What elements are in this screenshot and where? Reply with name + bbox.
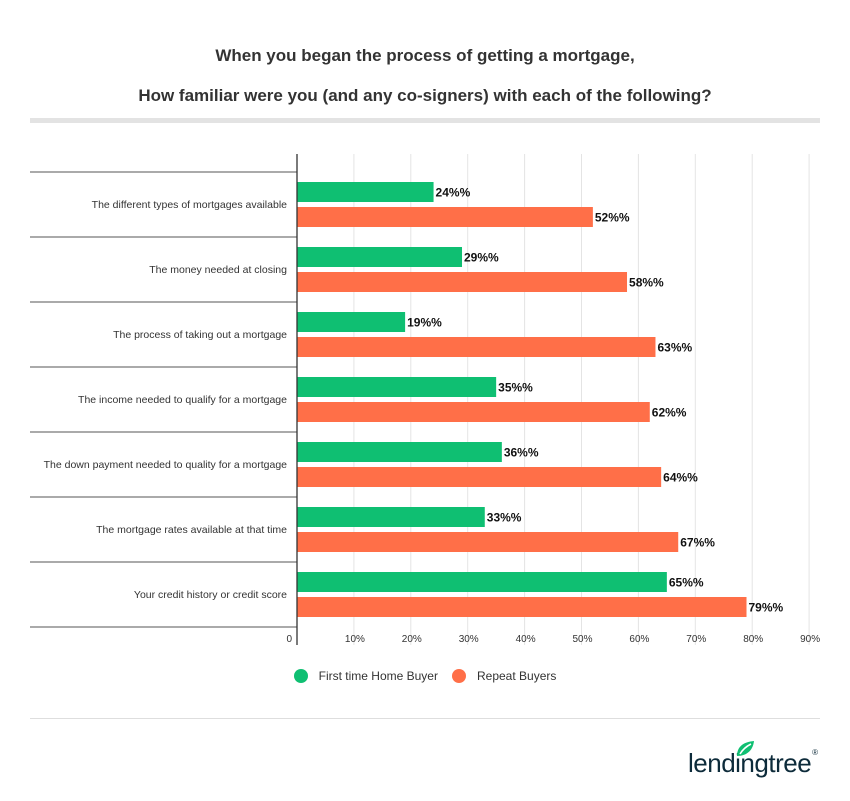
data-label: 29%% bbox=[464, 251, 499, 265]
data-label: 63%% bbox=[657, 341, 692, 355]
x-tick-label: 90% bbox=[800, 634, 820, 645]
category-label: Your credit history or credit score bbox=[134, 589, 287, 601]
bottom-divider bbox=[30, 718, 820, 719]
legend-swatch-first-time bbox=[293, 669, 308, 683]
data-label: 33%% bbox=[487, 511, 522, 525]
x-tick-label: 20% bbox=[402, 634, 422, 645]
x-tick-label: 40% bbox=[516, 634, 536, 645]
bar-chart: The different types of mortgages availab… bbox=[30, 154, 820, 645]
x-tick-label: 50% bbox=[572, 634, 592, 645]
bar-repeat bbox=[297, 207, 593, 227]
data-label: 67%% bbox=[680, 536, 715, 550]
category-label: The income needed to qualify for a mortg… bbox=[78, 394, 287, 406]
data-label: 58%% bbox=[629, 276, 664, 290]
category-label: The process of taking out a mortgage bbox=[113, 329, 287, 341]
legend-swatch-repeat bbox=[451, 669, 466, 683]
legend-item-first-time: First time Home Buyer bbox=[293, 669, 438, 683]
bar-repeat bbox=[297, 467, 662, 487]
data-label: 36%% bbox=[504, 446, 539, 460]
legend-label-first-time: First time Home Buyer bbox=[318, 669, 438, 683]
category-label: The down payment needed to quality for a… bbox=[44, 459, 288, 471]
data-label: 35%% bbox=[498, 381, 533, 395]
chart-title-line-1: When you began the process of getting a … bbox=[215, 46, 635, 65]
legend-label-repeat: Repeat Buyers bbox=[476, 669, 557, 683]
category-label: The money needed at closing bbox=[149, 264, 287, 276]
x-tick-label: 30% bbox=[459, 634, 479, 645]
bar-first-time bbox=[297, 572, 667, 592]
data-label: 79%% bbox=[749, 601, 784, 615]
bar-repeat bbox=[297, 272, 628, 292]
bar-repeat bbox=[297, 597, 747, 617]
bar-repeat bbox=[297, 337, 656, 357]
bar-repeat bbox=[297, 402, 650, 422]
lendingtree-logo: lendingtree® bbox=[688, 741, 818, 779]
bar-first-time bbox=[297, 247, 463, 267]
bar-first-time bbox=[297, 442, 502, 462]
bar-first-time bbox=[297, 377, 497, 397]
category-label: The different types of mortgages availab… bbox=[92, 199, 287, 211]
data-label: 52%% bbox=[595, 211, 630, 225]
chart-title-line-2: How familiar were you (and any co-signer… bbox=[138, 86, 712, 105]
legend-item-repeat: Repeat Buyers bbox=[451, 669, 557, 683]
top-divider bbox=[30, 118, 820, 123]
bar-first-time bbox=[297, 182, 434, 202]
bar-first-time bbox=[297, 507, 485, 527]
x-tick-label: 70% bbox=[686, 634, 706, 645]
data-label: 62%% bbox=[652, 406, 687, 420]
legend: First time Home Buyer Repeat Buyers bbox=[0, 669, 850, 683]
x-tick-label: 80% bbox=[743, 634, 763, 645]
data-label: 64%% bbox=[663, 471, 698, 485]
logo-text: lendingtree bbox=[688, 748, 812, 778]
bar-first-time bbox=[297, 312, 406, 332]
data-label: 65%% bbox=[669, 576, 704, 590]
category-label: The mortgage rates available at that tim… bbox=[96, 524, 287, 536]
x-tick-label: 10% bbox=[345, 634, 365, 645]
leaf-icon bbox=[737, 741, 754, 756]
x-tick-label: 0 bbox=[286, 634, 292, 645]
x-tick-label: 60% bbox=[629, 634, 649, 645]
bar-repeat bbox=[297, 532, 679, 552]
data-label: 24%% bbox=[436, 186, 471, 200]
data-label: 19%% bbox=[407, 316, 442, 330]
